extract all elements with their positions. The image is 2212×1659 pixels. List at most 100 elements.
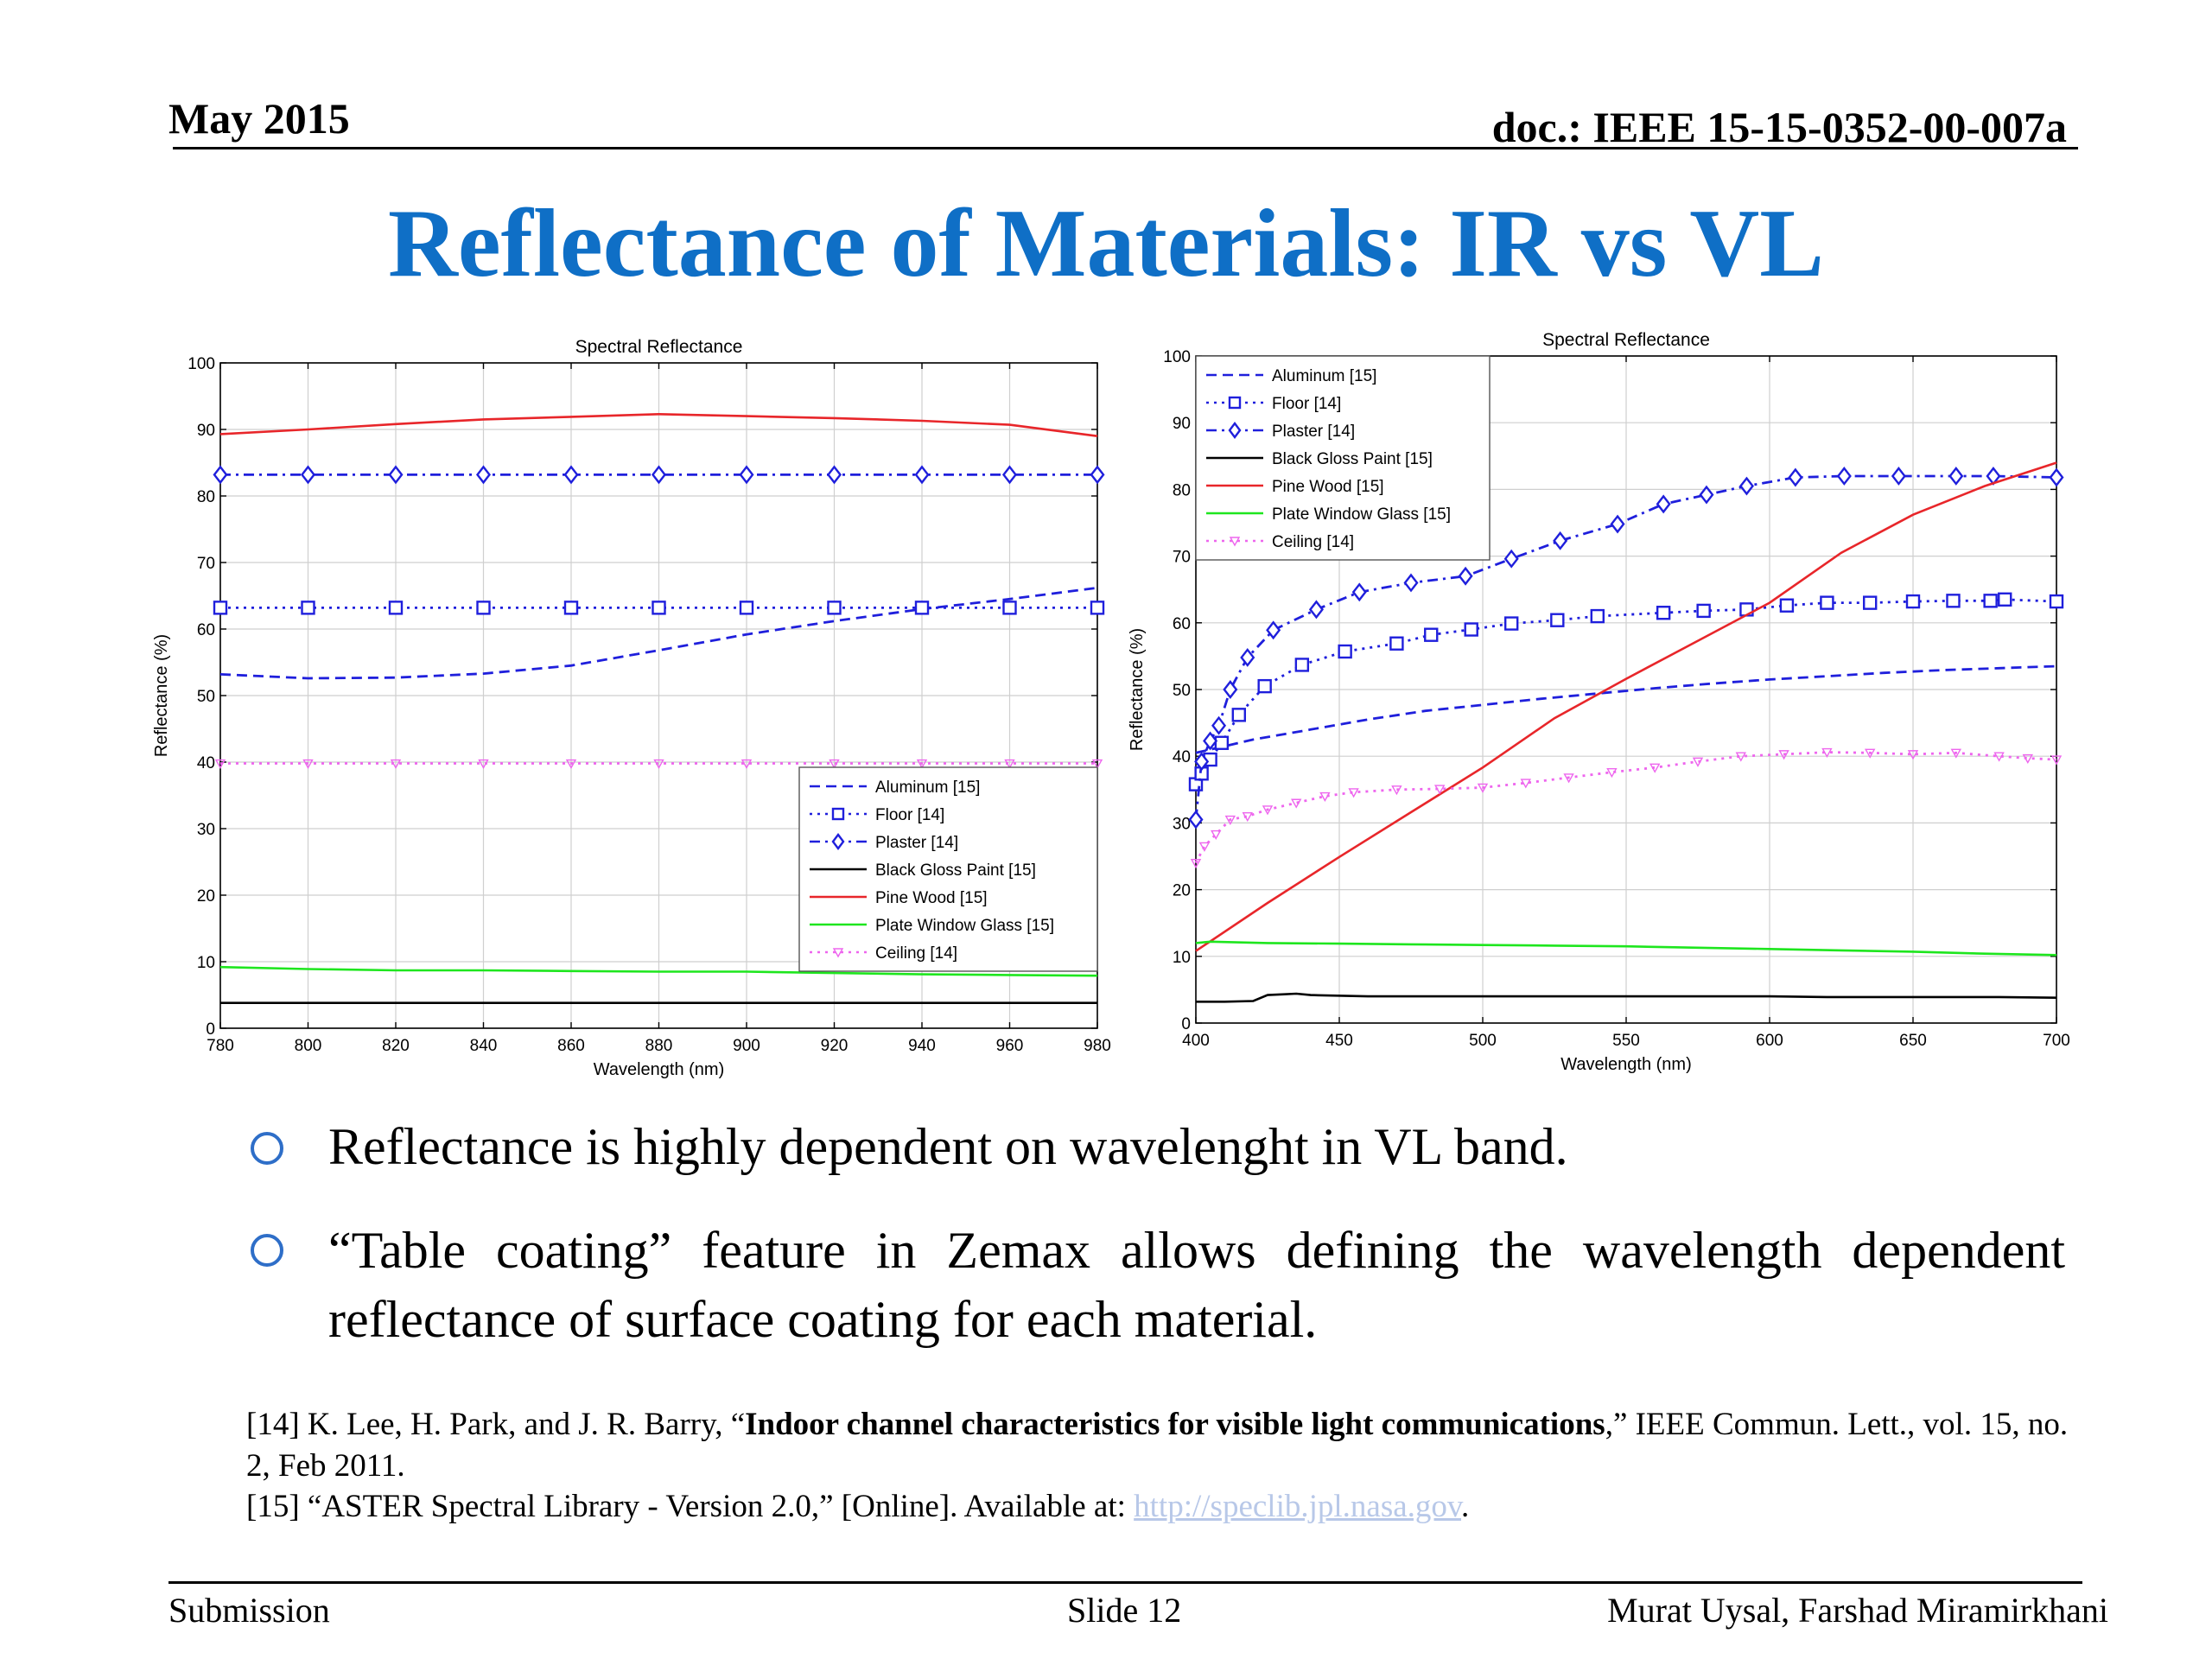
point-ceiling xyxy=(1821,747,1833,759)
point-ceiling xyxy=(741,759,753,769)
y-tick-label: 90 xyxy=(1173,415,1191,433)
bullet-marker-2 xyxy=(251,1234,283,1267)
point-plaster xyxy=(1266,620,1281,640)
point-plaster xyxy=(300,465,316,485)
point-floor xyxy=(652,601,666,615)
point-ceiling xyxy=(1004,759,1015,769)
point-ceiling xyxy=(1211,830,1222,840)
point-plaster xyxy=(1001,465,1018,485)
point-ceiling xyxy=(1649,763,1661,773)
series-floor xyxy=(1188,592,2064,791)
point-ceiling xyxy=(1563,773,1574,784)
x-tick-label: 650 xyxy=(1899,1032,1927,1050)
y-tick-label: 40 xyxy=(197,754,215,772)
y-tick-label: 10 xyxy=(197,954,215,972)
point-plaster xyxy=(2049,467,2064,487)
slide-title: Reflectance of Materials: IR vs VL xyxy=(388,190,1824,297)
point-ceiling xyxy=(1606,768,1618,779)
point-plaster xyxy=(388,465,404,485)
point-plaster xyxy=(1891,467,1906,486)
reference-14-title: Indoor channel characteristics for visib… xyxy=(745,1407,1605,1442)
point-floor xyxy=(1779,598,1795,613)
series-aluminum xyxy=(1195,664,2057,754)
point-floor xyxy=(1214,735,1230,750)
y-tick-label: 50 xyxy=(1173,682,1191,700)
point-floor xyxy=(1905,594,1921,609)
y-tick-label: 30 xyxy=(1173,815,1191,833)
x-tick-label: 600 xyxy=(1756,1032,1783,1050)
x-tick-label: 980 xyxy=(1084,1037,1111,1055)
point-ceiling xyxy=(1520,779,1531,789)
x-tick-label: 800 xyxy=(295,1037,322,1055)
point-ceiling xyxy=(1091,759,1103,769)
reference-15-prefix: [15] “ASTER Spectral Library - Version 2… xyxy=(246,1489,1135,1524)
y-axis-label: Reflectance (%) xyxy=(1128,628,1147,751)
y-tick-label: 100 xyxy=(1163,348,1191,366)
point-ceiling xyxy=(1198,842,1211,852)
x-tick-label: 700 xyxy=(2043,1032,2070,1050)
legend-label-plate-window-glass: Plate Window Glass [15] xyxy=(875,917,1054,935)
footer-slide-number: Slide 12 xyxy=(1067,1591,1182,1630)
reference-14: [14] K. Lee, H. Park, and J. R. Barry, “… xyxy=(246,1404,2078,1487)
point-plaster xyxy=(739,465,754,485)
series-line-plate-window-glass xyxy=(219,965,1098,977)
series-floor xyxy=(213,601,1105,615)
speclib-link[interactable]: http://speclib.jpl.nasa.gov xyxy=(1134,1489,1462,1524)
point-plaster xyxy=(1194,752,1210,772)
legend-marker-plaster xyxy=(1228,422,1242,439)
point-floor xyxy=(1389,636,1404,651)
point-plaster xyxy=(1223,680,1238,699)
point-ceiling xyxy=(1950,748,1961,759)
point-floor xyxy=(1002,601,1017,615)
y-tick-label: 80 xyxy=(1173,481,1191,499)
point-floor xyxy=(1424,627,1439,642)
footer-divider xyxy=(168,1581,2082,1584)
chart-title: Spectral Reflectance xyxy=(575,337,743,357)
point-ceiling xyxy=(1242,811,1253,823)
legend-label-pine-wood: Pine Wood [15] xyxy=(875,889,988,907)
point-plaster xyxy=(914,465,930,485)
vl-reflectance-chart: 400 450 500 550 600 650 700 0 10 20 30 40 50 60 70 80 90… xyxy=(1128,330,2070,1074)
point-plaster xyxy=(1738,476,1754,496)
legend-label-plate-window-glass: Plate Window Glass [15] xyxy=(1272,505,1451,524)
point-floor xyxy=(301,601,315,615)
y-tick-label: 0 xyxy=(1181,1015,1191,1033)
point-plaster xyxy=(1308,600,1324,620)
point-floor xyxy=(2049,594,2064,609)
legend-label-black-gloss-paint: Black Gloss Paint [15] xyxy=(875,861,1036,880)
point-ceiling xyxy=(1262,805,1274,816)
x-tick-label: 500 xyxy=(1469,1032,1497,1050)
y-tick-label: 80 xyxy=(197,488,215,506)
legend-label-plaster: Plaster [14] xyxy=(875,834,958,852)
point-floor xyxy=(1983,594,1998,608)
point-floor xyxy=(1590,608,1605,624)
series-line-black-gloss-paint xyxy=(1196,992,2057,1003)
point-floor xyxy=(1504,616,1519,631)
point-floor xyxy=(1257,678,1272,694)
point-ceiling xyxy=(1319,791,1331,802)
point-floor xyxy=(1231,708,1247,722)
point-ceiling xyxy=(829,759,840,769)
x-axis-label: Wavelength (nm) xyxy=(1560,1055,1692,1074)
bullet-text-1: Reflectance is highly dependent on wavel… xyxy=(328,1118,1568,1175)
y-axis-label: Reflectance (%) xyxy=(152,634,171,757)
legend-label-aluminum: Aluminum [15] xyxy=(1272,367,1376,385)
point-plaster xyxy=(1699,485,1714,505)
series-plaster xyxy=(1188,467,2064,830)
legend-marker-floor xyxy=(1228,396,1242,410)
ir-reflectance-chart: 780 800 820 840 860 880 900 920 940 960 980 0 10 20 30… xyxy=(152,337,1111,1079)
point-ceiling xyxy=(1190,859,1202,869)
point-ceiling xyxy=(1348,788,1359,798)
point-ceiling xyxy=(1391,785,1402,796)
point-plaster xyxy=(213,465,228,485)
legend-marker-ceiling xyxy=(1229,537,1241,547)
y-tick-label: 40 xyxy=(1173,748,1191,766)
point-ceiling xyxy=(2050,755,2063,766)
legend-label-aluminum: Aluminum [15] xyxy=(875,779,980,797)
point-ceiling xyxy=(916,759,928,769)
y-tick-label: 0 xyxy=(206,1020,215,1039)
legend-label-ceiling: Ceiling [14] xyxy=(875,944,957,963)
legend-label-floor: Floor [14] xyxy=(875,806,944,824)
y-tick-label: 100 xyxy=(188,355,215,373)
reference-14-suffix: ,” IEEE Commun. Lett., vol. 15, no. 2, F… xyxy=(246,1407,2069,1484)
